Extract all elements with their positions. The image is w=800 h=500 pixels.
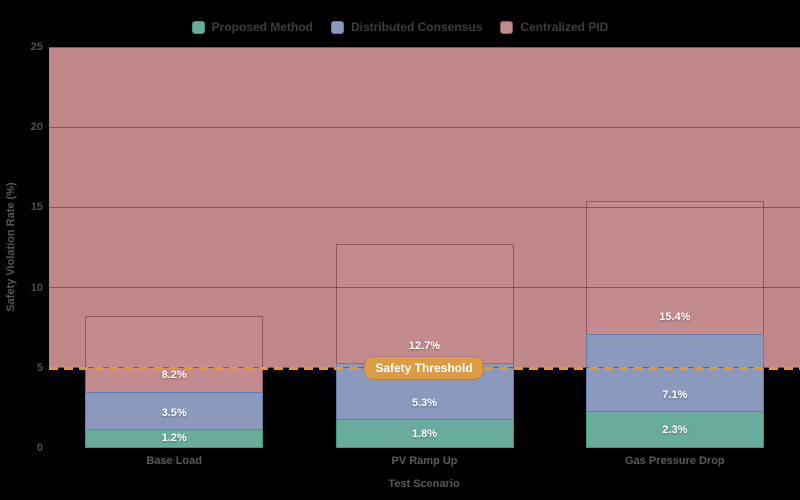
y-tick-label: 15 — [30, 201, 43, 214]
bar-value-label: 1.2% — [161, 432, 187, 445]
y-axis-title: Safety Violation Rate (%) — [5, 182, 17, 312]
bar-proposed-method — [335, 419, 514, 448]
y-tick-label: 5 — [36, 361, 43, 374]
x-tick-label: PV Ramp Up — [391, 455, 458, 467]
x-tick-label: Gas Pressure Drop — [625, 455, 725, 467]
y-tick-label: 25 — [30, 41, 43, 53]
y-tick-label: 20 — [30, 121, 43, 134]
bar-value-label: 2.3% — [662, 423, 688, 436]
legend-swatch-centralized-pid — [500, 20, 514, 34]
gridline — [49, 126, 800, 128]
bar-proposed-method — [585, 411, 764, 448]
gridline — [49, 287, 800, 289]
legend-item-centralized-pid: Centralized PID — [500, 20, 608, 34]
legend: Proposed Method Distributed Consensus Cent… — [0, 20, 800, 34]
legend-item-distributed-consensus: Distributed Consensus — [330, 20, 483, 34]
legend-swatch-proposed-method — [191, 20, 205, 34]
bar-value-label: 1.8% — [411, 427, 438, 440]
bar-value-label: 5.3% — [411, 397, 438, 410]
legend-item-proposed-method: Proposed Method — [191, 20, 313, 34]
bar-value-label: 7.1% — [662, 389, 688, 402]
gridline — [49, 206, 800, 208]
bar-value-label: 8.2% — [161, 369, 187, 382]
bar-value-label: 12.7% — [408, 340, 441, 353]
legend-label: Proposed Method — [211, 20, 313, 34]
legend-label: Distributed Consensus — [350, 20, 483, 34]
bar-proposed-method — [85, 428, 264, 448]
gridline — [49, 46, 800, 48]
x-tick-label: Base Load — [146, 455, 202, 467]
y-tick-label: 10 — [30, 281, 43, 294]
safety-threshold-annotation: Safety Threshold — [364, 357, 484, 379]
bar-value-label: 15.4% — [659, 311, 691, 324]
x-axis-title: Test Scenario — [388, 478, 460, 490]
legend-swatch-distributed-consensus — [330, 20, 344, 34]
bar-value-label: 3.5% — [161, 406, 187, 419]
y-tick-label: 0 — [36, 442, 43, 454]
legend-label: Centralized PID — [520, 20, 609, 34]
